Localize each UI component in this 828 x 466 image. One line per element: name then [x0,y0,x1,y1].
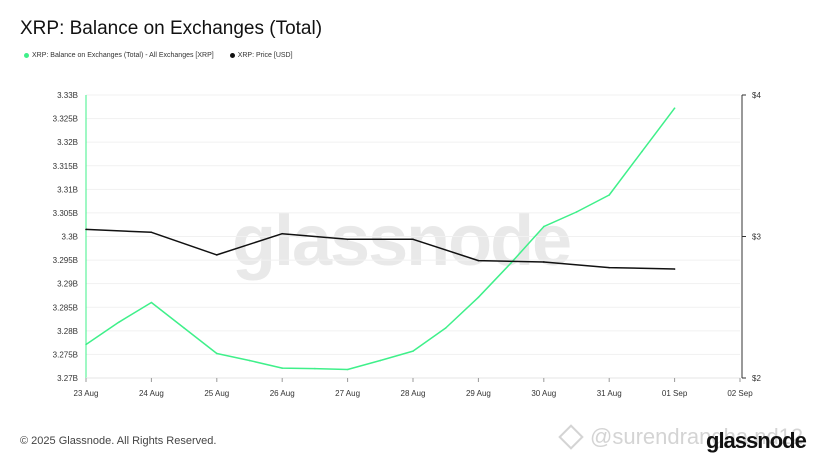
legend-item-price[interactable]: XRP: Price [USD] [229,52,293,59]
y-left-tick-label: 3.275B [53,350,78,359]
data-point-balance [281,367,284,369]
x-tick-label: 27 Aug [335,389,360,398]
data-point-price [216,254,218,256]
handle-watermark: @surendrangha nd12 [558,424,804,450]
x-tick-label: 24 Aug [139,389,164,398]
y-left-tick-label: 3.28B [57,327,78,336]
copyright-text: © 2025 Glassnode. All Rights Reserved. [20,435,217,447]
data-point-balance [575,211,578,213]
y-right-tick-label: $4 [752,91,761,100]
x-tick-label: 28 Aug [401,389,426,398]
x-tick-label: 02 Sep [727,389,753,398]
x-tick-label: 23 Aug [74,389,99,398]
y-right-tick-label: $3 [752,233,761,242]
handle-text: @surendrangha nd12 [590,424,804,449]
x-tick-label: 30 Aug [531,389,556,398]
data-point-balance [85,343,87,346]
x-tick-label: 29 Aug [466,389,491,398]
chart-title: XRP: Balance on Exchanges (Total) [20,18,323,39]
data-point-balance [412,350,414,352]
data-point-balance [444,327,447,329]
y-left-tick-label: 3.32B [57,138,78,147]
data-point-balance [150,301,153,304]
brand-logo: glassnode [706,428,807,453]
y-left-tick-label: 3.29B [57,280,78,289]
diamond-icon [558,424,584,450]
y-left-tick-label: 3.3B [62,233,78,242]
data-point-balance [248,359,251,362]
data-point-balance [510,262,512,264]
y-left-tick-label: 3.33B [57,91,78,100]
data-point-price [281,232,284,235]
y-left-tick-label: 3.31B [57,185,78,194]
data-point-price [346,238,349,241]
data-point-balance [183,327,185,329]
legend-dot-price [229,53,235,58]
y-left-tick-label: 3.315B [53,162,78,171]
y-left-tick-label: 3.295B [53,256,78,265]
legend: XRP: Balance on Exchanges (Total) - All … [24,52,293,59]
x-tick-label: 25 Aug [204,389,229,398]
data-point-balance [477,296,480,299]
data-point-balance [117,321,120,324]
data-point-price [477,259,480,262]
data-point-balance [673,107,676,110]
data-point-price [673,268,676,270]
data-point-balance [346,368,349,371]
legend-dot-balance [24,53,29,58]
data-point-balance [608,194,610,196]
data-point-balance [641,150,643,153]
data-point-price [150,231,153,234]
y-left-tick-label: 3.325B [53,115,78,124]
series-line-price [85,228,675,270]
data-point-price [85,228,87,231]
legend-label-balance: XRP: Balance on Exchanges (Total) - All … [32,52,214,59]
data-point-balance [379,359,382,362]
x-tick-label: 01 Sep [662,389,688,398]
data-point-price [543,261,545,263]
legend-label-price: XRP: Price [USD] [237,52,293,59]
y-left-tick-label: 3.285B [53,303,78,312]
data-point-price [608,266,610,269]
y-right-tick-label: $2 [752,374,761,383]
data-point-price [412,238,414,241]
data-point-balance [314,367,316,370]
x-tick-label: 31 Aug [597,389,622,398]
x-tick-label: 26 Aug [270,389,295,398]
data-point-balance [543,225,545,228]
legend-item-balance[interactable]: XRP: Balance on Exchanges (Total) - All … [24,52,214,59]
data-point-balance [216,352,218,355]
y-left-tick-label: 3.27B [57,374,78,383]
y-left-tick-label: 3.305B [53,209,78,218]
